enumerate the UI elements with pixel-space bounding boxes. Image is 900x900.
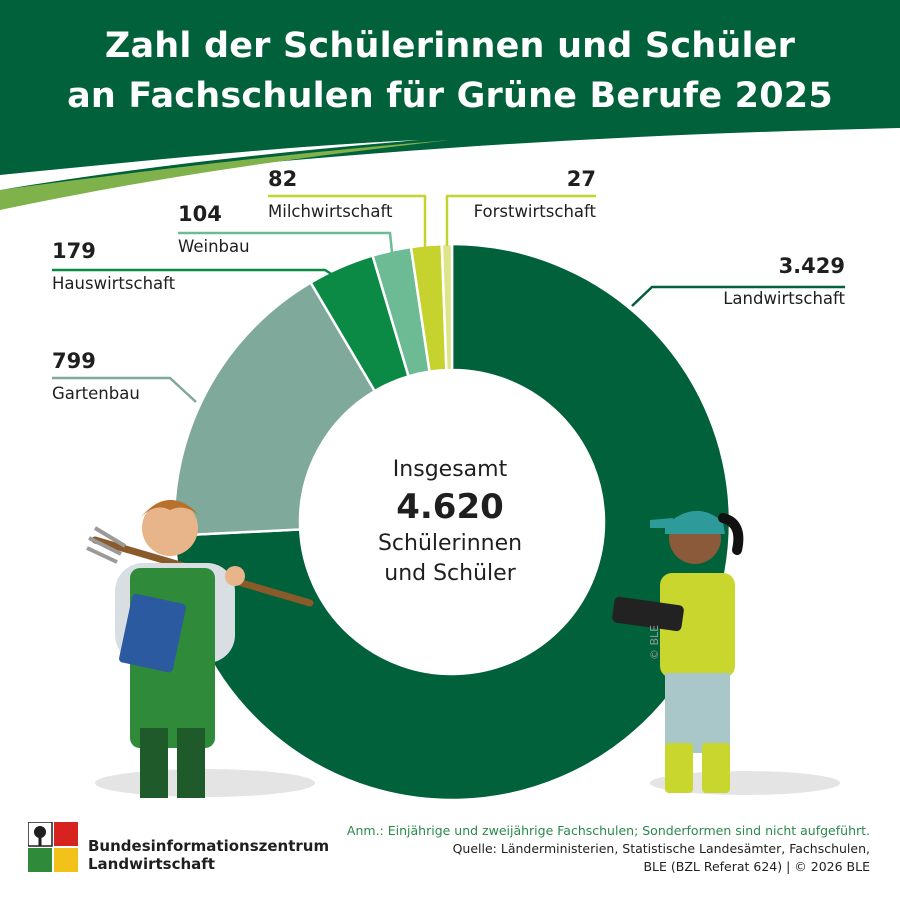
leader-line-forstwirtschaft (445, 194, 596, 247)
data-label-value-hauswirtschaft: 179 (52, 239, 96, 263)
data-label-category-forstwirtschaft: Forstwirtschaft (474, 202, 597, 221)
bzl-logo (28, 822, 78, 872)
chart-title-line-1: Zahl der Schülerinnen und Schüler (104, 26, 796, 66)
center-total-value: 4.620 (396, 487, 504, 527)
center-unit-line-2: und Schüler (384, 561, 516, 586)
leader-line-landwirtschaft (631, 285, 845, 307)
data-label-category-weinbau: Weinbau (178, 237, 250, 256)
data-label-value-weinbau: 104 (178, 202, 222, 226)
center-total-caption: Insgesamt (392, 457, 508, 482)
chart-title-line-2: an Fachschulen für Grüne Berufe 2025 (67, 76, 833, 116)
donut-center-label: Insgesamt 4.620 Schülerinnen und Schüler (300, 455, 600, 589)
data-label-value-landwirtschaft: 3.429 (779, 254, 845, 278)
farmer-illustration (86, 499, 315, 798)
data-label-category-milchwirtschaft: Milchwirtschaft (268, 202, 393, 221)
source-line-2: BLE (BZL Referat 624) | © 2026 BLE (643, 859, 870, 874)
data-label-category-gartenbau: Gartenbau (52, 384, 140, 403)
source-note: Anm.: Einjährige und zweijährige Fachsch… (347, 822, 870, 876)
data-label-value-forstwirtschaft: 27 (567, 167, 596, 191)
bzl-logo-text: Bundesinformationszentrum Landwirtschaft (88, 837, 329, 873)
data-label-category-landwirtschaft: Landwirtschaft (723, 289, 845, 308)
leader-line-hauswirtschaft (52, 268, 345, 284)
donut-slice-gartenbau (172, 280, 377, 537)
header-background (0, 0, 900, 210)
logo-text-line-1: Bundesinformationszentrum (88, 837, 330, 855)
data-label-category-hauswirtschaft: Hauswirtschaft (52, 274, 176, 293)
leader-line-gartenbau (52, 376, 197, 403)
leader-line-milchwirtschaft (268, 194, 427, 248)
leader-line-weinbau (178, 231, 394, 253)
farmer-woman-with-tablet-illustration (612, 510, 840, 795)
header-banner: Zahl der Schülerinnen und Schüler an Fac… (0, 0, 900, 210)
copyright-mark: © BLE (648, 624, 661, 660)
data-label-value-gartenbau: 799 (52, 349, 96, 373)
center-unit-line-1: Schülerinnen (377, 531, 523, 556)
logo-text-line-2: Landwirtschaft (88, 855, 215, 873)
source-line-1: Quelle: Länderministerien, Statistische … (452, 841, 870, 856)
data-label-value-milchwirtschaft: 82 (268, 167, 297, 191)
donut-slice-forstwirtschaft (440, 242, 454, 372)
footnote: Anm.: Einjährige und zweijährige Fachsch… (346, 823, 870, 838)
donut-slice-landwirtschaft (173, 242, 732, 802)
